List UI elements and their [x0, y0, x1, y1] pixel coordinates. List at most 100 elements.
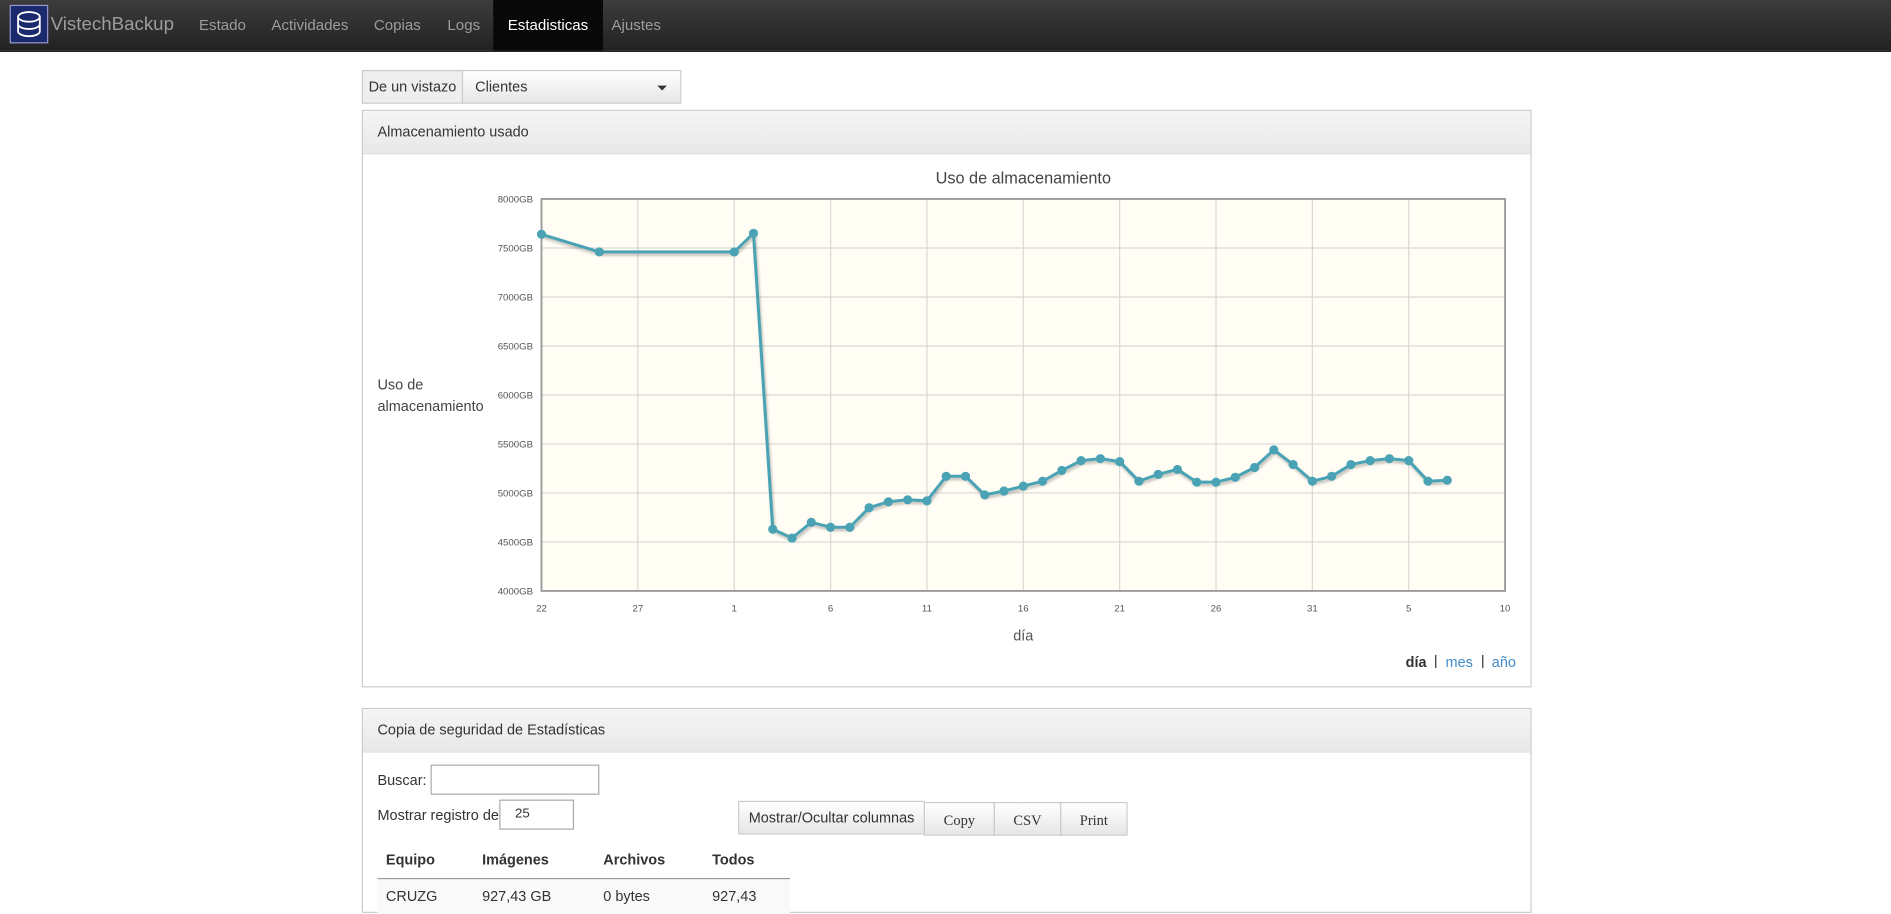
data-point [536, 229, 547, 239]
data-point [1269, 445, 1279, 455]
data-point [825, 522, 836, 532]
select-value: Clientes [475, 78, 528, 96]
data-point [594, 247, 604, 257]
panel-title: Almacenamiento usado [363, 110, 1531, 155]
column-header[interactable]: Equipo [385, 851, 435, 869]
nav-item[interactable]: Estadisticas [493, 0, 603, 51]
toolbar-label: De un vistazo [361, 69, 464, 104]
y-tick-label: 7500GB [498, 244, 533, 255]
data-point [1230, 472, 1240, 482]
data-point [1037, 476, 1048, 486]
data-point [1057, 465, 1067, 475]
data-point [1134, 476, 1144, 486]
select[interactable]: Clientes [461, 69, 682, 104]
data-point [1192, 477, 1202, 487]
table-header: Equipo Imágenes Archivos Todos [377, 842, 790, 878]
x-tick-label: 1 [732, 603, 737, 614]
x-tick-label: 16 [1018, 603, 1029, 614]
data-point [1076, 456, 1086, 466]
cell: 0 bytes [603, 887, 650, 905]
y-tick-label: 4000GB [498, 587, 533, 598]
y-tick-label: 6500GB [498, 342, 533, 353]
navbar: VistechBackup Estado Actividades Copias … [0, 0, 1891, 52]
logo-icon [17, 11, 41, 38]
nav-item[interactable]: Actividades [271, 16, 349, 34]
data-point [748, 228, 759, 238]
x-tick-label: 11 [922, 603, 932, 614]
data-point [1153, 469, 1163, 479]
search-label: Buscar: [377, 771, 427, 789]
cell: 927,43 [712, 887, 757, 905]
data-point [1404, 456, 1414, 466]
data-point [1384, 454, 1395, 464]
data-point [999, 486, 1009, 496]
data-point [1423, 476, 1433, 486]
data-point [960, 471, 971, 481]
column-header[interactable]: Imágenes [482, 851, 549, 869]
column-header[interactable]: Archivos [603, 851, 666, 869]
panel: Almacenamiento usado Uso de almacenamien… [361, 109, 1532, 688]
data-point [1307, 476, 1317, 486]
cell: 927,43 GB [482, 887, 552, 905]
button[interactable]: Copy [923, 801, 995, 836]
data-point [1249, 462, 1260, 473]
button[interactable]: Print [1060, 801, 1128, 836]
y-tick-label: 8000GB [498, 195, 533, 206]
nav-item[interactable]: Copias [373, 16, 421, 34]
nav-item[interactable]: Logs [447, 16, 481, 34]
nav-item[interactable]: Ajustes [611, 16, 661, 34]
caret [657, 85, 667, 91]
data-point [845, 522, 855, 532]
data-point [806, 517, 816, 527]
plot-border [540, 198, 1506, 592]
data-point [768, 524, 778, 534]
y-tick-label: 5000GB [498, 489, 533, 500]
data-point [1365, 456, 1375, 466]
x-tick-label: 10 [1500, 603, 1511, 614]
y-axis-label: Uso de almacenamiento [377, 376, 484, 415]
data-point [922, 496, 932, 506]
data-point [1115, 457, 1125, 467]
x-tick-label: 5 [1406, 603, 1411, 614]
button[interactable]: CSV [993, 801, 1062, 836]
data-point [1442, 475, 1452, 485]
x-tick-label: 26 [1211, 603, 1222, 614]
data-point [883, 497, 893, 507]
y-tick-label: 5500GB [498, 440, 533, 451]
x-tick-label: 27 [632, 603, 643, 614]
nav-item[interactable]: Estado [198, 16, 246, 34]
chart-title: Uso de almacenamiento [936, 169, 1111, 187]
x-tick-label: 21 [1114, 603, 1125, 614]
x-tick-label: 6 [828, 603, 833, 614]
x-tick-label: 22 [536, 603, 547, 614]
brand[interactable]: VistechBackup [50, 14, 174, 35]
panel: Copia de seguridad de Estadísticas Busca… [361, 707, 1532, 914]
data-point [1095, 454, 1105, 464]
data-point [903, 495, 913, 505]
logo[interactable] [9, 4, 49, 44]
y-tick-label: 6000GB [498, 391, 533, 402]
table-row: CRUZG 927,43 GB 0 bytes 927,43 [377, 877, 790, 914]
data-point [787, 533, 797, 543]
y-tick-label: 4500GB [498, 538, 533, 549]
data-line [541, 229, 1448, 540]
length-value: 25 [514, 806, 530, 822]
separator [1435, 654, 1437, 669]
search-input[interactable] [430, 764, 600, 795]
data-point [864, 503, 874, 513]
data-point [941, 471, 951, 481]
column-header[interactable]: Todos [712, 851, 755, 869]
length-label: Mostrar registro de [377, 806, 499, 824]
separator [1481, 654, 1483, 669]
period-link[interactable]: año [1491, 653, 1516, 671]
table: Equipo Imágenes Archivos Todos CRUZG 927… [377, 842, 790, 914]
data-point [1346, 459, 1356, 470]
data-point [1211, 477, 1221, 487]
period-link[interactable]: día [1405, 653, 1427, 671]
button[interactable]: Mostrar/Ocultar columnas [738, 800, 926, 835]
period-link[interactable]: mes [1445, 653, 1473, 671]
length-select[interactable]: 25 [499, 799, 575, 830]
x-axis-label: día [1013, 628, 1034, 644]
